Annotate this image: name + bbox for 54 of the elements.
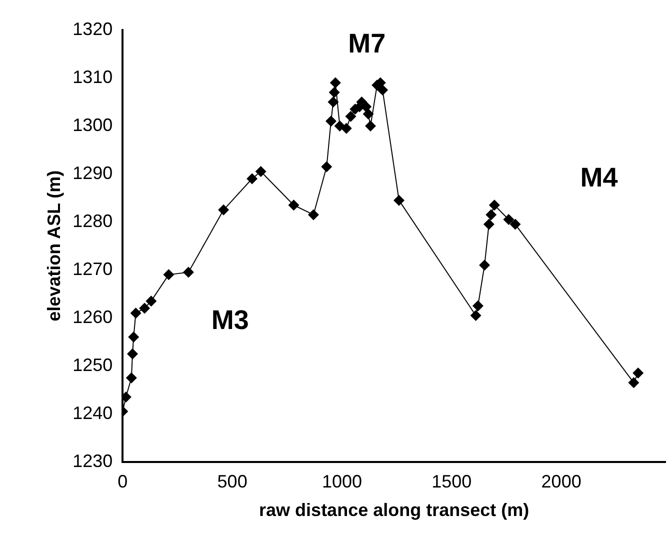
point [503, 214, 514, 226]
y-tick-label: 1280 [72, 210, 113, 231]
point [330, 77, 341, 88]
y-axis-title: elevation ASL (m) [44, 170, 64, 322]
annotation: M3 [211, 304, 249, 335]
point [288, 200, 300, 211]
point [218, 204, 230, 216]
y-tick-label: 1310 [72, 66, 113, 87]
point [255, 166, 266, 178]
x-axis-title: raw distance along transect (m) [259, 500, 530, 520]
point [394, 194, 405, 206]
point [326, 116, 337, 127]
point [139, 302, 150, 314]
x-tick-label: 1000 [322, 472, 362, 492]
point [128, 332, 140, 343]
point [246, 173, 258, 184]
y-tick-label: 1290 [72, 162, 113, 183]
y-tick-label: 1320 [72, 18, 113, 39]
point [345, 110, 356, 122]
y-tick-label: 1270 [72, 258, 113, 279]
point [321, 161, 332, 172]
y-tick-label: 1230 [72, 450, 113, 471]
point [146, 296, 157, 307]
x-tick-label: 2000 [541, 472, 582, 492]
x-tick-label: 1500 [432, 472, 472, 492]
point [472, 300, 484, 312]
point [488, 200, 500, 211]
y-tick-label: 1300 [72, 114, 113, 135]
x-tick-label: 0 [118, 472, 128, 492]
point [182, 266, 194, 278]
point [163, 269, 174, 280]
point [628, 377, 640, 388]
y-tick-label: 1260 [72, 306, 113, 327]
x-tick-label: 500 [217, 472, 248, 492]
point [632, 368, 644, 379]
point [130, 308, 142, 319]
point [470, 310, 482, 321]
point [308, 209, 319, 220]
point [362, 108, 374, 120]
point [510, 218, 521, 230]
annotation: M7 [348, 28, 386, 59]
point [127, 348, 138, 360]
point [340, 122, 352, 134]
point [364, 120, 376, 132]
annotation: M4 [580, 162, 618, 192]
y-tick-label: 1240 [72, 402, 113, 423]
point [328, 96, 339, 108]
point [479, 260, 490, 271]
point [377, 84, 388, 96]
point [486, 209, 497, 220]
y-tick-label: 1250 [72, 354, 113, 375]
point [126, 372, 137, 384]
point [483, 218, 494, 230]
point [328, 86, 340, 98]
